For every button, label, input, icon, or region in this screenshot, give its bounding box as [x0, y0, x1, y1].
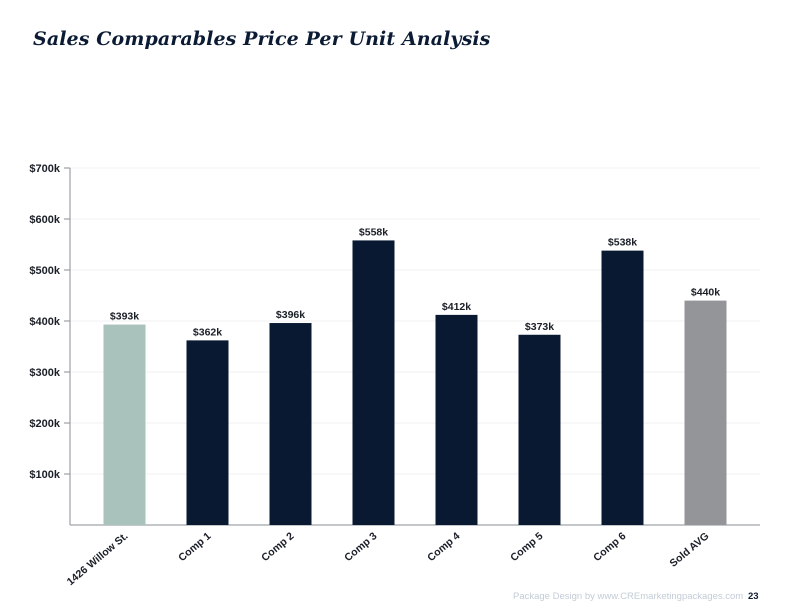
axes [64, 167, 760, 526]
value-label: $440k [691, 287, 720, 299]
value-label: $393k [110, 311, 139, 323]
page-title: Sales Comparables Price Per Unit Analysi… [33, 28, 491, 50]
bar-comp-5 [518, 334, 561, 525]
y-tick-label: $300k [29, 367, 60, 379]
x-tick-label: Comp 1 [176, 530, 213, 564]
value-label: $538k [608, 237, 637, 249]
x-tick-label: 1426 Willow St. [65, 530, 131, 588]
y-tick-label: $500k [29, 265, 60, 277]
bar-sold-avg [684, 300, 727, 525]
x-tick-label: Comp 3 [342, 530, 379, 564]
gridlines [70, 167, 760, 475]
value-label: $362k [193, 326, 222, 338]
y-tick-label: $200k [29, 418, 60, 430]
bar-comp-6 [601, 250, 644, 525]
x-tick-label: Sold AVG [668, 530, 712, 570]
page-number: 23 [748, 591, 759, 602]
bar-comp-4 [435, 314, 478, 525]
y-tick-label: $100k [29, 469, 60, 481]
x-tick-label: Comp 4 [425, 530, 462, 564]
x-tick-label: Comp 6 [591, 530, 628, 564]
value-label: $412k [442, 301, 471, 313]
x-tick-label: Comp 5 [508, 530, 545, 564]
bar-comp-3 [352, 240, 395, 526]
y-tick-label: $600k [29, 214, 60, 226]
bars [103, 240, 727, 526]
bar-1426-willow-st [103, 324, 146, 525]
x-tick-label: Comp 2 [259, 530, 296, 564]
bar-comp-1 [186, 340, 229, 525]
value-labels: $393k $362k $396k $558k $412k $373k $538k $440k [110, 226, 720, 338]
y-tick-label: $400k [29, 316, 60, 328]
value-label: $373k [525, 321, 554, 333]
value-label: $558k [359, 226, 388, 238]
y-tick-label: $700k [29, 163, 60, 175]
bar-comp-2 [269, 323, 312, 525]
value-label: $396k [276, 309, 305, 321]
footer-credit: Package Design by www.CREmarketingpackag… [513, 591, 744, 602]
